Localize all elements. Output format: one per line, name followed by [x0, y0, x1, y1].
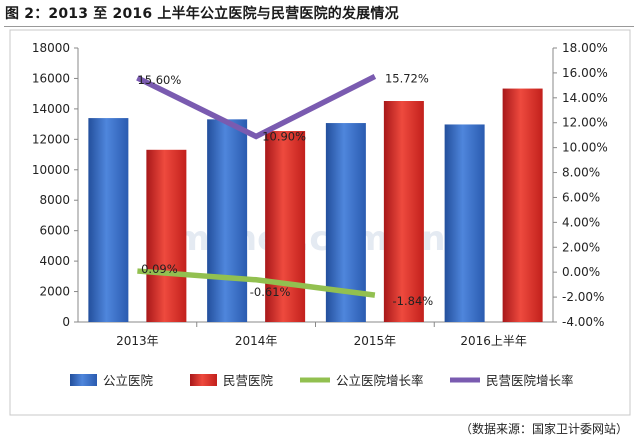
bar-private-hospital: [265, 131, 306, 322]
line-public-growth-data-label: 0.09%: [141, 262, 178, 276]
bar-private-hospital: [383, 101, 424, 322]
y-left-tick-label: 4000: [39, 254, 70, 268]
y-right-tick-label: 4.00%: [562, 215, 600, 229]
y-left-tick-label: 14000: [32, 102, 70, 116]
y-left-tick-label: 18000: [32, 41, 70, 55]
y-left-tick-label: 8000: [39, 193, 70, 207]
y-left-tick-label: 16000: [32, 71, 70, 85]
legend-public-hospital-label: 公立医院: [103, 373, 154, 388]
legend-private-growth-label: 民营医院增长率: [486, 373, 574, 388]
line-public-growth-data-label: -1.84%: [393, 294, 434, 308]
title-divider: [4, 26, 634, 27]
line-private-growth-data-label: 15.72%: [385, 71, 429, 85]
y-right-tick-label: 2.00%: [562, 240, 600, 254]
chart-title: 图 2：2013 至 2016 上半年公立医院与民营医院的发展情况: [5, 6, 399, 22]
y-right-tick-label: -2.00%: [562, 290, 604, 304]
line-private-growth-data-label: 15.60%: [137, 73, 181, 87]
y-left-tick-label: 10000: [32, 163, 70, 177]
y-right-tick-label: 18.00%: [562, 41, 608, 55]
x-tick-label: 2016上半年: [460, 334, 527, 348]
y-left-tick-label: 6000: [39, 224, 70, 238]
y-right-tick-label: 8.00%: [562, 166, 600, 180]
y-right-tick-label: 16.00%: [562, 66, 608, 80]
bar-private-hospital: [146, 149, 187, 322]
line-private-growth: [136, 73, 377, 140]
legend-public-hospital-swatch: [70, 374, 97, 386]
y-left-tick-label: 0: [62, 315, 70, 329]
y-right-tick-label: 0.00%: [562, 265, 600, 279]
chart-frame: [9, 29, 631, 416]
data-source-note: （数据来源：国家卫计委网站）: [459, 422, 628, 436]
bar-private-hospital: [502, 88, 543, 322]
line-private-growth-data-label: 10.90%: [262, 129, 306, 143]
line-public-growth-data-label: -0.61%: [250, 285, 291, 299]
legend-private-hospital-label: 民营医院: [223, 373, 274, 388]
bar-public-hospital: [88, 118, 129, 322]
x-tick-label: 2014年: [235, 334, 278, 348]
x-tick-label: 2013年: [116, 334, 159, 348]
y-right-tick-label: 12.00%: [562, 116, 608, 130]
y-right-tick-label: 10.00%: [562, 141, 608, 155]
x-tick-label: 2015年: [354, 334, 397, 348]
y-right-tick-label: 14.00%: [562, 91, 608, 105]
y-right-tick-label: -4.00%: [562, 315, 604, 329]
y-right-tick-label: 6.00%: [562, 190, 600, 204]
legend-private-hospital-swatch: [190, 374, 217, 386]
legend-public-growth-label: 公立医院增长率: [336, 373, 424, 388]
bar-public-hospital: [444, 124, 485, 323]
line-public-growth: [137, 268, 376, 298]
bar-public-hospital: [207, 119, 248, 323]
y-left-tick-label: 12000: [32, 132, 70, 146]
y-left-tick-label: 2000: [39, 285, 70, 299]
